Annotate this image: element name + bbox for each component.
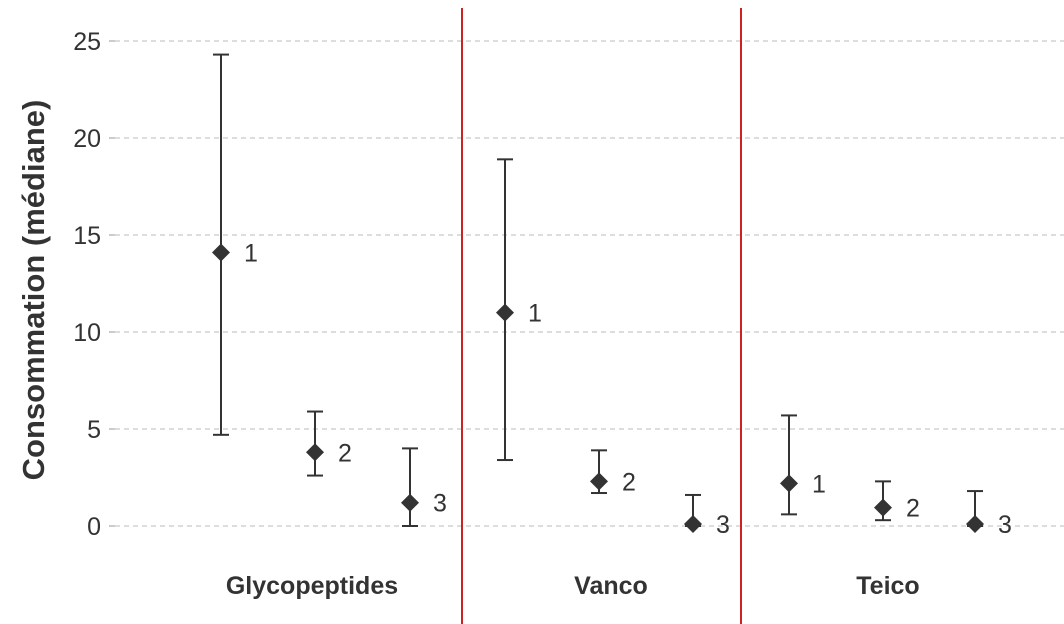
diamond-marker bbox=[212, 243, 230, 262]
diamond-marker bbox=[966, 515, 984, 534]
point-label: 3 bbox=[433, 490, 447, 518]
point-label: 3 bbox=[998, 511, 1012, 539]
data-point-teico-2: 2 bbox=[874, 480, 920, 523]
point-label: 1 bbox=[812, 470, 826, 498]
data-point-vanco-3: 3 bbox=[684, 493, 730, 539]
data-point-teico-1: 1 bbox=[780, 414, 826, 516]
data-point-vanco-2: 2 bbox=[590, 449, 636, 496]
category-label: Vanco bbox=[574, 572, 648, 600]
point-label: 3 bbox=[716, 511, 730, 539]
diamond-marker bbox=[780, 474, 798, 493]
point-label: 2 bbox=[338, 439, 352, 467]
diamond-marker bbox=[401, 493, 419, 512]
point-label: 2 bbox=[622, 468, 636, 496]
y-axis: 0 5 10 15 20 25 bbox=[73, 28, 115, 541]
diamond-marker bbox=[874, 498, 892, 517]
data-point-glycopeptides-3: 3 bbox=[401, 447, 447, 527]
point-label: 2 bbox=[906, 495, 920, 523]
point-label: 1 bbox=[244, 239, 258, 267]
y-tick-label: 5 bbox=[87, 416, 101, 444]
diamond-marker bbox=[590, 472, 608, 491]
diamond-marker bbox=[306, 443, 324, 462]
group-separators bbox=[461, 8, 742, 624]
y-axis-title: Consommation (médiane) bbox=[16, 100, 51, 481]
data-point-vanco-1: 1 bbox=[496, 158, 542, 462]
category-label: Glycopeptides bbox=[226, 572, 398, 600]
category-label: Teico bbox=[856, 572, 919, 600]
y-tick-label: 0 bbox=[87, 513, 101, 541]
series-points: 1 2 3 1 2 3 1 2 3 bbox=[212, 53, 1012, 539]
point-label: 1 bbox=[528, 300, 542, 328]
y-tick-label: 20 bbox=[73, 125, 101, 153]
diamond-marker bbox=[496, 303, 514, 322]
y-tick-label: 10 bbox=[73, 319, 101, 347]
data-point-teico-3: 3 bbox=[966, 490, 1012, 539]
y-tick-label: 15 bbox=[73, 222, 101, 250]
y-tick-label: 25 bbox=[73, 28, 101, 56]
data-point-glycopeptides-1: 1 bbox=[212, 53, 258, 436]
data-point-glycopeptides-2: 2 bbox=[306, 410, 352, 477]
category-labels: Glycopeptides Vanco Teico bbox=[226, 572, 920, 600]
grid-layer bbox=[115, 40, 1064, 527]
diamond-marker bbox=[684, 515, 702, 534]
